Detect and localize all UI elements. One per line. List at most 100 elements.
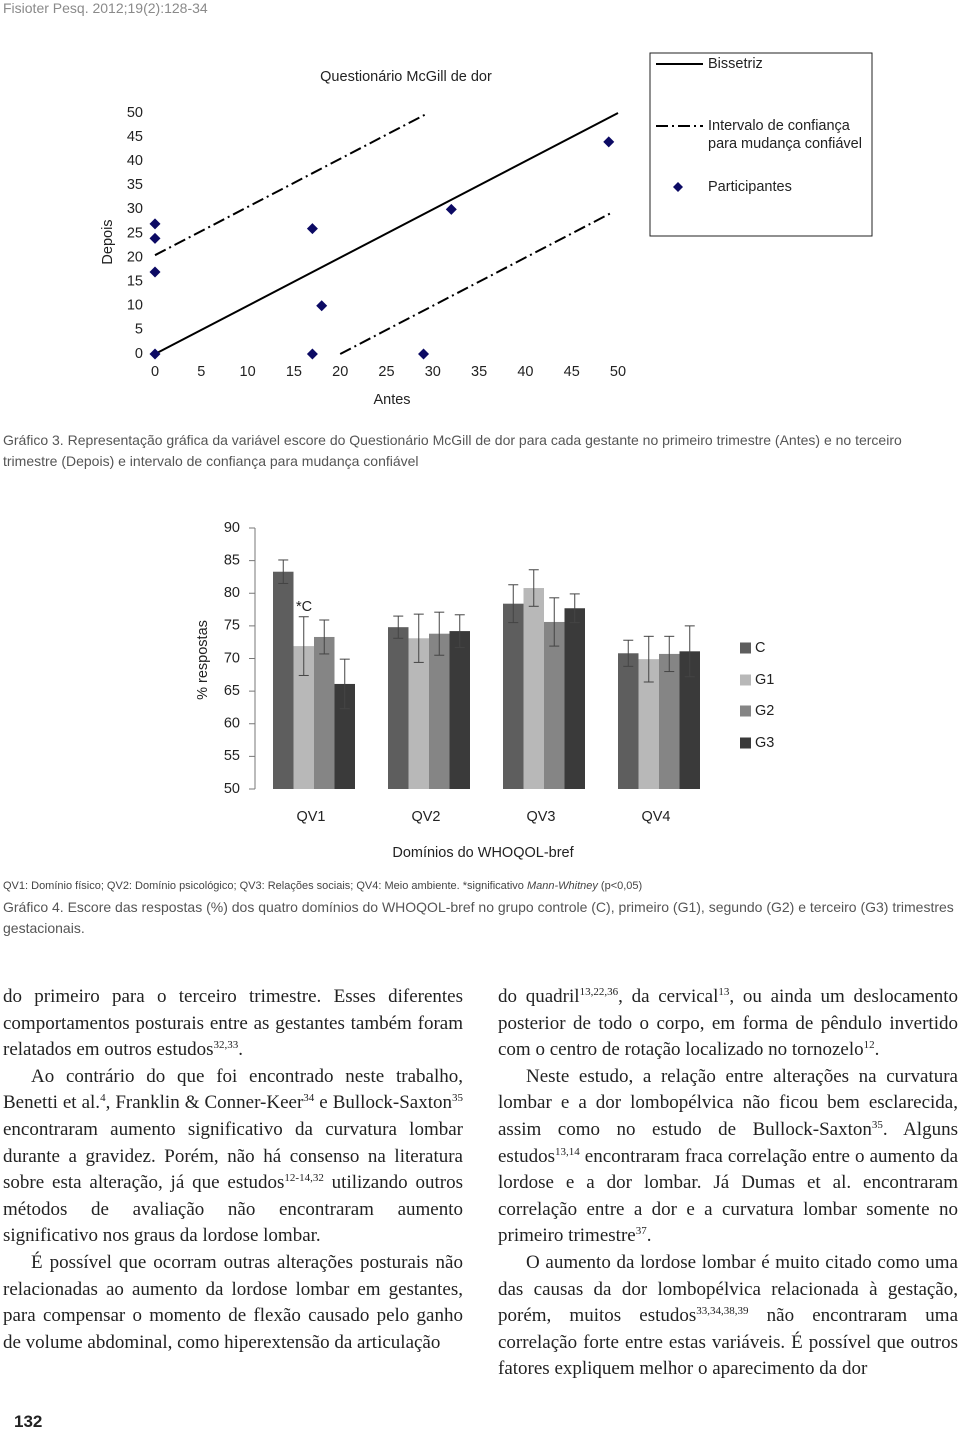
data-point (306, 223, 318, 235)
y-axis-label: Depois (100, 219, 116, 264)
chart-title: Questionário McGill de dor (320, 69, 492, 85)
text-run: É possível que ocorram outras alterações… (3, 1251, 463, 1353)
bar (314, 636, 335, 789)
series-line (339, 210, 614, 355)
text-run: do primeiro para o terceiro trimestre. E… (3, 986, 463, 1061)
legend-key (740, 642, 751, 654)
text-run: Ao contrário do que foi encontrado neste… (3, 1065, 463, 1114)
data-point (149, 232, 161, 244)
note-text: (p<0,05) (597, 880, 643, 892)
y-tick-label: 85 (224, 552, 240, 568)
paragraph: do quadril13,22,36, da cervical13, ou ai… (498, 984, 958, 1064)
bar (408, 638, 429, 789)
y-tick-label: 75 (224, 618, 240, 634)
legend-label: G2 (755, 703, 774, 719)
error-bar (319, 619, 330, 655)
bar (523, 588, 544, 789)
error-bar (278, 559, 289, 584)
citation: 12-14,32 (284, 1172, 324, 1185)
x-tick-label: 40 (517, 364, 533, 380)
y-tick-label: 5 (135, 322, 143, 338)
citation: 32,33 (213, 1039, 239, 1052)
bar (388, 627, 409, 789)
y-tick-label: 55 (224, 748, 240, 764)
citation: 13 (718, 986, 730, 998)
y-tick-label: 50 (127, 105, 143, 121)
text-run: do quadril (498, 986, 580, 1007)
error-bar (664, 635, 675, 673)
y-axis-label: % respostas (195, 620, 211, 700)
bar (544, 621, 565, 789)
paragraph: Ao contrário do que foi encontrado neste… (3, 1064, 463, 1250)
x-tick-label: 30 (425, 364, 441, 380)
x-tick-label: 0 (151, 364, 159, 380)
citation: 13,22,36 (579, 986, 619, 998)
error-bar (528, 569, 539, 607)
x-tick-label: 25 (378, 364, 394, 380)
legend-label: Participantes (708, 179, 792, 195)
annotation: *C (296, 599, 312, 615)
x-tick-label: 15 (286, 364, 302, 380)
citation: 12 (863, 1039, 875, 1052)
figure-note: QV1: Domínio físico; QV2: Domínio psicol… (3, 880, 642, 892)
data-point (306, 348, 318, 360)
y-tick-label: 35 (127, 177, 143, 193)
x-tick-label: 10 (240, 364, 256, 380)
legend-label: G1 (755, 672, 774, 688)
data-point (149, 266, 161, 278)
y-tick-label: 80 (224, 585, 240, 601)
y-tick-label: 65 (224, 683, 240, 699)
x-tick-label: 45 (564, 364, 580, 380)
x-tick-label: 35 (471, 364, 487, 380)
y-tick-label: 90 (224, 520, 240, 536)
y-tick-label: 15 (127, 274, 143, 290)
series-line (154, 112, 619, 355)
bar (679, 651, 700, 789)
text-column: do quadril13,22,36, da cervical13, ou ai… (498, 984, 958, 1383)
legend-label: Bissetriz (708, 56, 763, 72)
y-tick-label: 70 (224, 650, 240, 666)
citation: 13,14 (555, 1145, 580, 1158)
x-axis-label: Antes (373, 392, 410, 408)
bar (273, 571, 294, 789)
error-bar (643, 635, 654, 683)
text-run: não encontraram uma correlação forte ent… (498, 1305, 958, 1380)
data-point (603, 136, 615, 148)
citation: 34 (303, 1092, 315, 1105)
error-bar (434, 611, 445, 656)
bar (503, 603, 524, 789)
x-tick-label: QV1 (296, 809, 325, 825)
series-line (154, 112, 429, 257)
y-tick-label: 50 (224, 781, 240, 797)
legend-key (740, 737, 751, 749)
paragraph: Neste estudo, a relação entre alterações… (498, 1064, 958, 1250)
y-tick-label: 25 (127, 225, 143, 241)
running-header: Fisioter Pesq. 2012;19(2):128-34 (3, 0, 208, 16)
figure-caption: Gráfico 3. Representação gráfica da vari… (3, 432, 902, 469)
citation: 35 (452, 1092, 463, 1105)
text-run: encontraram aumento significativo da cur… (3, 1118, 463, 1194)
data-point (445, 203, 457, 215)
figure-caption: Gráfico 4. Escore das respostas (%) dos … (3, 899, 954, 936)
legend-label: G3 (755, 735, 774, 751)
text-run: . (238, 1039, 244, 1061)
paragraph: do primeiro para o terceiro trimestre. E… (3, 984, 463, 1064)
text-run: . (874, 1039, 880, 1061)
error-bar (298, 616, 309, 676)
data-point (316, 300, 328, 312)
y-tick-label: 40 (127, 153, 143, 169)
page-number: 132 (14, 1412, 43, 1431)
bar (638, 659, 659, 789)
text-run: O aumento da lordose lombar é muito cita… (498, 1251, 958, 1327)
data-point (149, 348, 161, 360)
bar (429, 633, 450, 789)
error-bar (454, 614, 465, 648)
x-tick-label: QV3 (526, 809, 555, 825)
legend-label: C (755, 640, 765, 656)
bar (334, 683, 355, 789)
x-axis-label: Domínios do WHOQOL-bref (392, 845, 574, 861)
paragraph: É possível que ocorram outras alterações… (3, 1250, 463, 1356)
error-bar (413, 613, 424, 663)
